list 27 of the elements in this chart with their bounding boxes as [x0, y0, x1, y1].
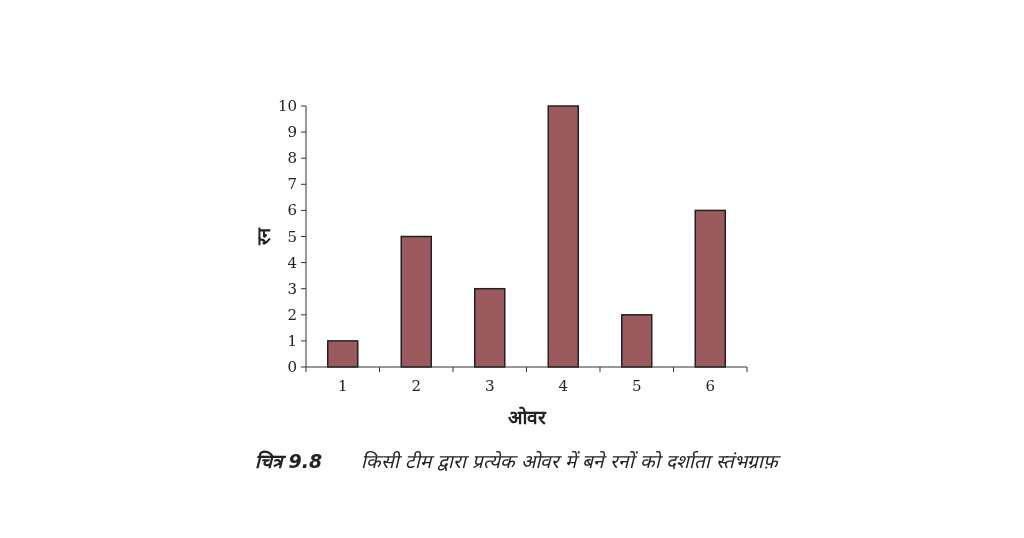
- text: किसी टीम द्वारा प्रत्येक ओवर में बने रनों को दर्शाता स्तंभग्राफ़: [361, 449, 781, 474]
- x-tick-label: 4: [558, 377, 569, 395]
- y-tick-label: 9: [287, 123, 297, 142]
- x-tick-label: 1: [337, 377, 348, 395]
- bar: [474, 287, 506, 368]
- y-tick-label: 8: [287, 149, 297, 168]
- y-tick-label: 2: [287, 305, 297, 324]
- y-tick-label: 1: [287, 331, 297, 350]
- y-axis-title: रन: [253, 227, 274, 246]
- x-tick-label: 5: [631, 377, 642, 395]
- y-tick-label: 10: [277, 97, 297, 115]
- y-tick-label: 6: [287, 201, 297, 220]
- y-tick-label: 0: [287, 358, 297, 376]
- x-tick-label: 6: [705, 377, 716, 395]
- bar: [400, 235, 432, 368]
- x-tick-label: 2: [411, 377, 422, 395]
- y-tick-label: 7: [287, 175, 297, 194]
- bar: [547, 105, 579, 368]
- x-axis-title: ओवर: [507, 406, 547, 428]
- bar: [621, 314, 653, 368]
- y-tick-label: 4: [287, 253, 297, 272]
- bar: [327, 340, 359, 368]
- text: चित्र 9.8: [255, 449, 323, 474]
- bar: [694, 209, 726, 368]
- x-tick-label: 3: [484, 377, 495, 395]
- y-tick-label: 5: [287, 227, 297, 246]
- y-tick-label: 3: [287, 279, 297, 298]
